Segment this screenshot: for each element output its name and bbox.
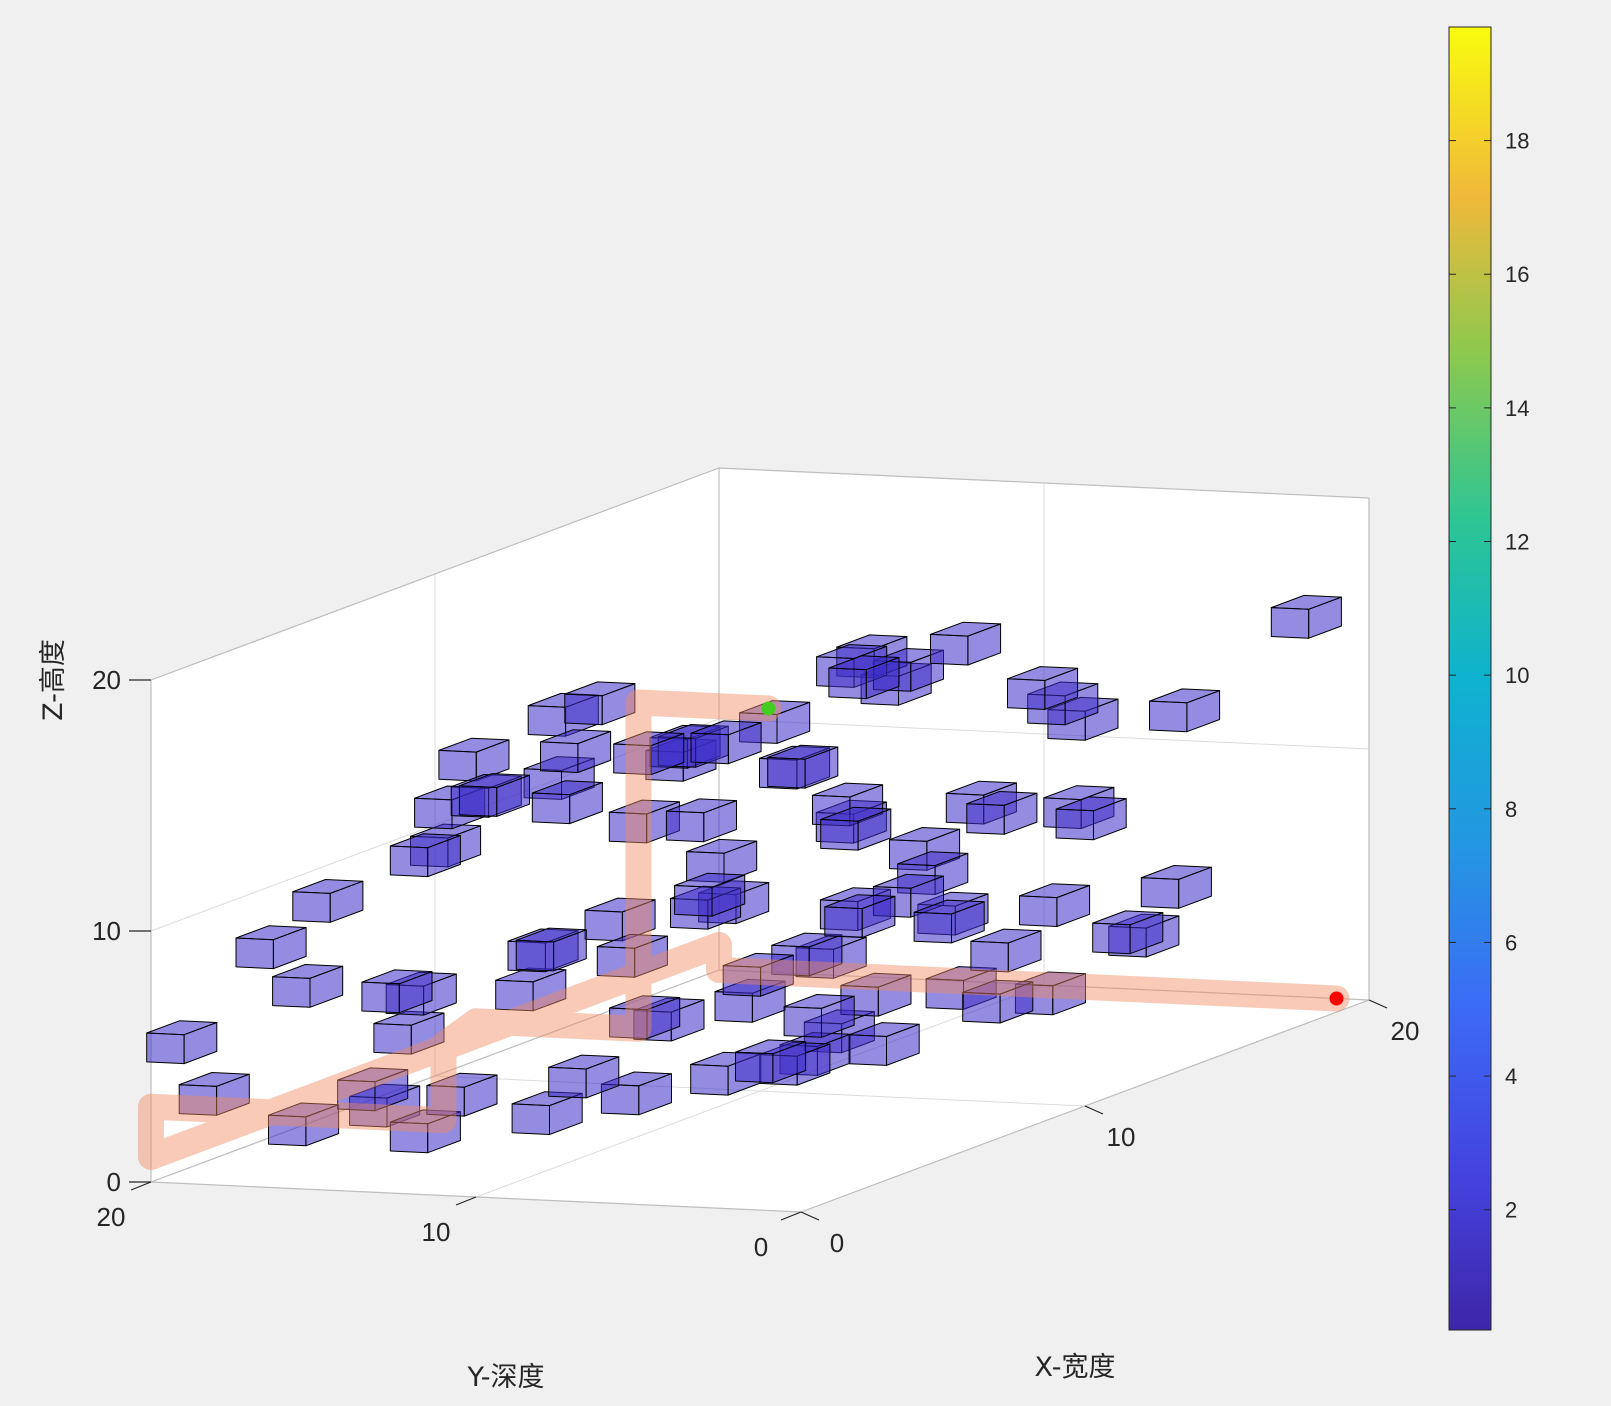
axis-ticks: 0 10 20 0 10 20 0 10 20 [92,665,1419,1262]
x-tick [1368,999,1388,1009]
box-edge [150,467,720,681]
obstacle-cube [548,1054,620,1099]
x-axis-label: X-宽度 [1035,1352,1116,1383]
obstacle-cube [930,621,1002,666]
obstacle-cube [235,925,307,970]
obstacle-cube [1149,688,1221,733]
colorbar-tick-label: 8 [1505,797,1517,822]
obstacle-cube [848,1022,920,1066]
obstacle-cube [389,833,461,878]
grid-line [718,718,1370,750]
obstacle-cube [1019,883,1091,927]
colorbar-tick-label: 4 [1505,1064,1517,1089]
path [138,689,1350,1170]
obstacle-cube [962,979,1034,1024]
obstacle-cube [272,964,344,1008]
colorbar-tick-label: 12 [1505,530,1529,555]
obstacle-cube [495,967,567,1012]
obstacle-cube [1007,666,1079,710]
x-tick [800,1211,820,1221]
obstacle-cube [609,995,681,1040]
obstacle-cube [596,933,668,978]
colorbar-tick-label: 16 [1505,262,1529,287]
obstacle-cube [820,806,892,851]
obstacle-cube [824,894,896,938]
obstacle-cube [674,872,746,917]
obstacle-cube [584,897,656,942]
start-marker [1329,991,1344,1006]
obstacle-cube [389,1109,461,1154]
obstacle-cube [600,1071,672,1116]
obstacle-cube [292,879,364,923]
colorbar [1448,26,1492,1331]
obstacle-cube [767,744,839,789]
obstacle-cube [722,952,794,997]
obstacle-cube [373,1010,445,1055]
z-tick-label: 0 [107,1167,121,1197]
obstacle-cube [966,791,1038,835]
obstacle-cube [268,1102,340,1147]
obstacle-cube [613,731,685,776]
obstacle-cube [783,994,855,1038]
colorbar-tick-label: 14 [1505,396,1529,421]
obstacle-cube [1140,865,1212,909]
y-tick [455,1196,477,1206]
obstacle-cube [511,1091,583,1135]
obstacle-cube [146,1020,218,1065]
grid-line [475,984,1045,1198]
obstacle-cube [970,928,1042,973]
obstacle-cube [735,1039,807,1084]
obstacle-cube [515,927,587,972]
obstacle-cube [337,1067,409,1112]
obstacle-cube [913,899,985,944]
obstacle-cube [828,655,900,700]
y-tick-label: 0 [754,1232,768,1262]
obstacle-cube [426,1072,498,1117]
colorbar-tick-label: 2 [1505,1198,1517,1223]
obstacle-cube [438,737,510,782]
obstacle-cube [458,773,530,817]
x-tick-label: 10 [1107,1122,1136,1152]
goal-marker [761,701,776,716]
z-tick-label: 10 [92,916,121,946]
obstacle-cube [540,729,612,773]
y-axis-label: Y-深度 [466,1362,544,1393]
obstacle-cube [1055,796,1127,841]
y-tick-label: 10 [422,1217,451,1247]
colorbar-tick-label: 6 [1505,930,1517,955]
obstacle-cube [1270,594,1342,639]
x-tick-label: 20 [1391,1016,1420,1046]
colorbar-ticks: 2 4 6 8 10 12 14 16 18 [1449,129,1529,1223]
box-edge [718,467,1370,499]
axes-background [151,468,1369,1212]
x-tick-label: 0 [830,1228,844,1258]
x-tick [1084,1105,1104,1115]
obstacle-cube [564,681,636,726]
obstacles [146,594,1342,1154]
path-line [138,689,1350,1170]
colorbar-tick-label: 18 [1505,129,1529,154]
y-tick-label: 20 [97,1202,126,1232]
obstacle-cube [178,1072,250,1116]
obstacle-cube [531,780,603,825]
obstacle-cube [665,798,737,843]
colorbar-tick-label: 10 [1505,663,1529,688]
obstacle-cube [1092,910,1164,955]
y-tick [130,1181,152,1191]
endpoints [761,701,1344,1006]
obstacle-cube [361,969,433,1014]
z-axis-label: Z-高度 [38,639,69,721]
obstacle-cube [690,720,762,765]
y-tick [780,1211,802,1221]
z-tick-label: 20 [92,665,121,695]
